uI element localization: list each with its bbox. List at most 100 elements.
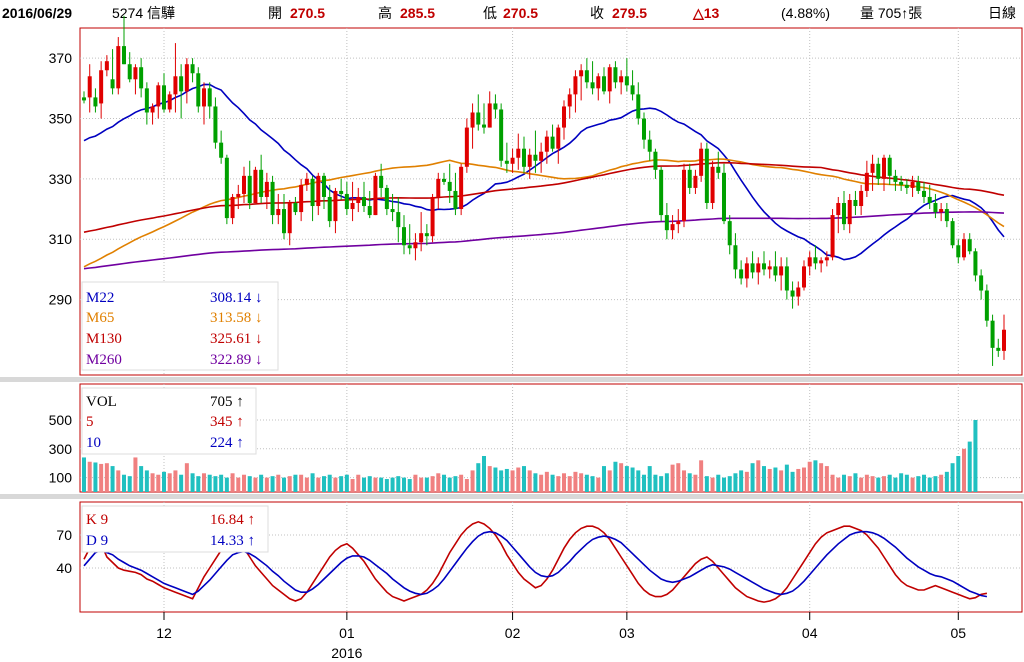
candle-body: [167, 94, 172, 110]
candle-body: [830, 215, 835, 258]
ma-legend-label-m130: M130: [86, 331, 122, 347]
volume-bar: [836, 477, 841, 492]
candle-body: [356, 196, 361, 204]
volume-bar: [527, 470, 532, 492]
candle-body: [516, 148, 521, 158]
volume-bar: [539, 474, 544, 492]
candle-body: [419, 233, 424, 243]
ma-legend-value-m22: 308.14 ↓: [210, 290, 263, 306]
candle-body: [979, 275, 984, 291]
volume-bar: [962, 448, 966, 492]
header-volume: 量 705↑張: [860, 5, 922, 21]
price-tick-label: 370: [49, 50, 73, 66]
ma-legend-label-m22: M22: [86, 290, 114, 306]
volume-bar: [653, 474, 658, 492]
candle-body: [276, 209, 281, 216]
header-open-value: 270.5: [290, 5, 325, 21]
volume-tick-label: 500: [49, 412, 73, 428]
volume-bar: [933, 476, 938, 492]
candle-body: [413, 242, 418, 249]
candle-body: [550, 136, 555, 149]
volume-bar: [910, 477, 915, 492]
volume-bar: [796, 468, 801, 492]
candle-body: [453, 190, 458, 210]
volume-bar: [704, 476, 709, 492]
volume-bar: [350, 479, 355, 492]
volume-bar: [562, 473, 566, 492]
x-tick-label: 12: [156, 625, 172, 641]
price-panel: 290 310 330 350 370: [0, 15, 1024, 382]
candle-body: [379, 175, 384, 188]
candle-body: [693, 175, 698, 188]
candle-body: [544, 136, 549, 152]
volume-bar: [390, 477, 395, 492]
candle-body: [756, 263, 761, 273]
volume-bar: [904, 474, 909, 492]
candle-body: [984, 290, 989, 321]
vol-legend-label-vol: VOL: [86, 394, 117, 410]
d-line: [83, 530, 988, 598]
volume-bar: [790, 471, 795, 492]
volume-bar: [727, 476, 732, 492]
candle-body: [510, 157, 515, 164]
volume-tick-label: 300: [49, 441, 73, 457]
candle-body: [556, 127, 561, 149]
candle-body: [219, 142, 224, 158]
volume-bar: [750, 463, 755, 492]
candle-body: [887, 157, 892, 176]
kd-legend: K 9 16.84 ↑ D 9 14.33 ↑: [81, 505, 269, 553]
volume-bar: [922, 474, 926, 492]
volume-bar: [659, 476, 664, 492]
candle-body: [773, 266, 778, 276]
volume-bar: [413, 474, 418, 492]
volume-bar: [847, 476, 852, 492]
volume-bar: [613, 461, 618, 492]
candle-body: [922, 190, 926, 197]
volume-bar: [419, 477, 424, 492]
volume-bar: [859, 477, 864, 492]
volume-bar: [887, 474, 892, 492]
price-frame: [79, 27, 1023, 376]
candle-body: [93, 97, 98, 107]
header-period: 日線: [988, 5, 1016, 21]
volume-bar: [973, 420, 978, 492]
candle-body: [322, 175, 326, 197]
candle-body: [430, 196, 435, 237]
candle-body: [619, 76, 624, 83]
candle-body: [236, 193, 241, 197]
candle-body: [299, 184, 304, 213]
candle-body: [190, 64, 195, 74]
panel-separator: [0, 494, 1024, 499]
volume-bar: [224, 477, 229, 492]
candle-body: [842, 203, 846, 225]
candle-body: [676, 221, 681, 225]
candle-body: [202, 88, 206, 107]
volume-bar: [144, 470, 149, 492]
candle-body: [373, 175, 378, 216]
candle-body: [893, 175, 898, 182]
volume-bar: [339, 476, 344, 492]
volume-bar: [464, 479, 469, 492]
volume-bar: [573, 471, 578, 492]
candle-body: [796, 287, 801, 297]
candle-body: [482, 124, 486, 128]
volume-bar: [607, 470, 612, 492]
candle-body: [950, 221, 955, 246]
candle-body: [967, 239, 972, 252]
volume-bar: [522, 466, 526, 492]
vol-legend-value-vol: 705 ↑: [210, 394, 244, 410]
candle-body: [184, 64, 189, 92]
candle-body: [699, 148, 704, 176]
candle-body: [590, 82, 595, 89]
volume-bar: [327, 474, 332, 492]
price-tick-label: 290: [49, 292, 73, 308]
volume-bar: [110, 466, 115, 492]
volume-bar: [219, 474, 224, 492]
volume-bar: [584, 474, 589, 492]
candle-body: [762, 263, 766, 270]
volume-bar: [504, 468, 509, 492]
candle-body: [904, 184, 909, 188]
volume-bar: [453, 476, 458, 492]
volume-bar: [510, 470, 515, 492]
volume-bar: [939, 474, 944, 492]
